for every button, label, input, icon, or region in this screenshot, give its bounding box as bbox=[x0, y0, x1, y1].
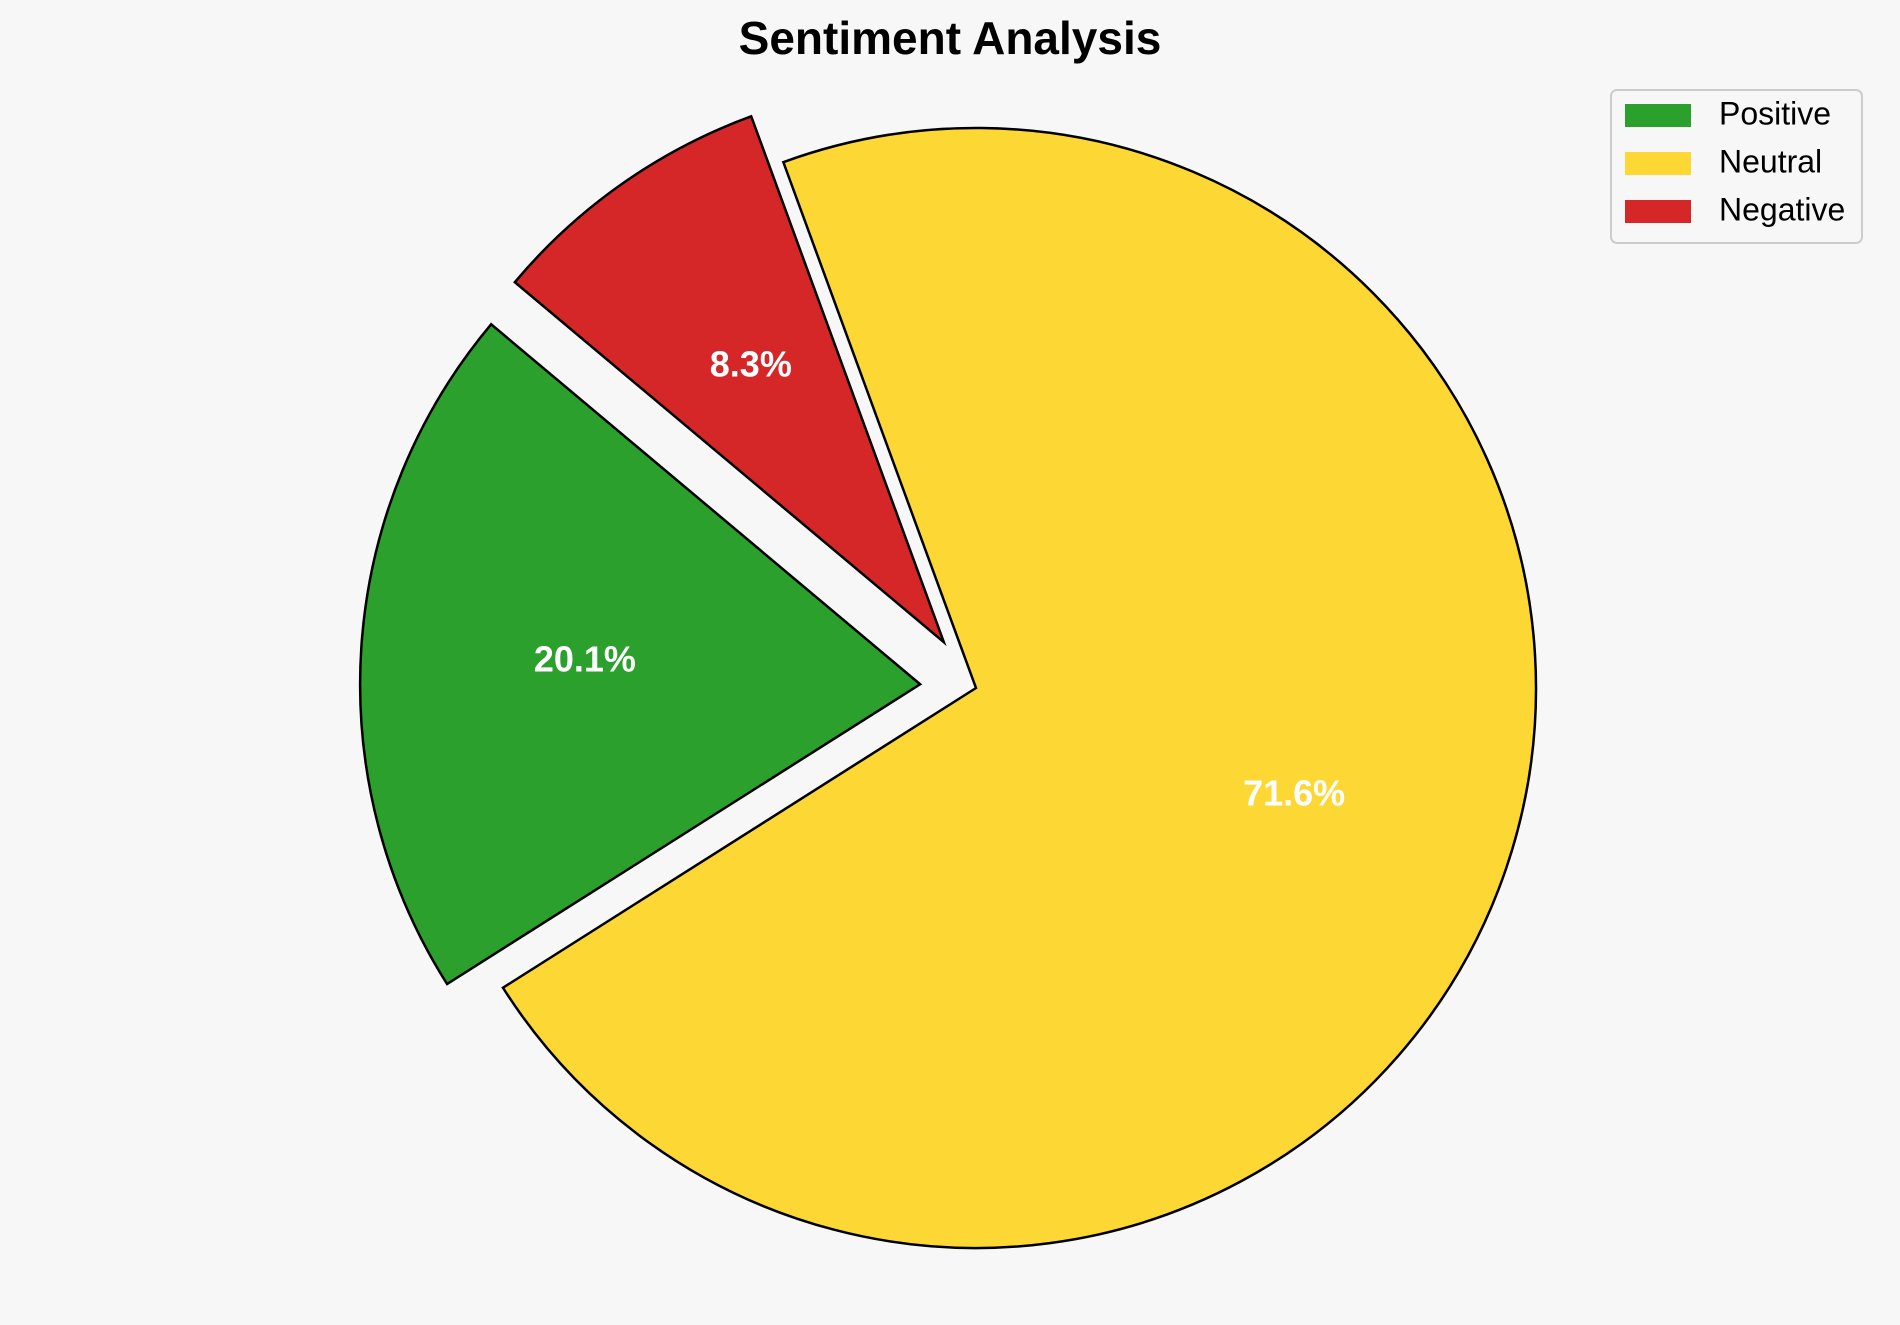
legend-label-neutral: Neutral bbox=[1719, 143, 1822, 179]
legend-swatch-positive bbox=[1625, 104, 1691, 127]
legend-label-positive: Positive bbox=[1719, 95, 1831, 131]
slice-label-positive: 20.1% bbox=[534, 638, 636, 679]
pie-slice-negative bbox=[513, 114, 947, 647]
slice-labels: 20.1% 71.6% 8.3% bbox=[534, 344, 1345, 814]
pie-slice-neutral bbox=[501, 126, 1538, 1250]
legend-swatch-negative bbox=[1625, 200, 1691, 223]
legend: Positive Neutral Negative bbox=[1610, 89, 1863, 244]
pie-slices bbox=[358, 114, 1538, 1250]
slice-label-neutral: 71.6% bbox=[1243, 773, 1345, 814]
chart-title: Sentiment Analysis bbox=[739, 12, 1162, 64]
legend-swatch-neutral bbox=[1625, 152, 1691, 175]
legend-entries: Positive Neutral Negative bbox=[1625, 95, 1845, 227]
pie-slice-positive bbox=[358, 322, 923, 986]
slice-label-negative: 8.3% bbox=[710, 344, 792, 385]
legend-label-negative: Negative bbox=[1719, 191, 1845, 227]
